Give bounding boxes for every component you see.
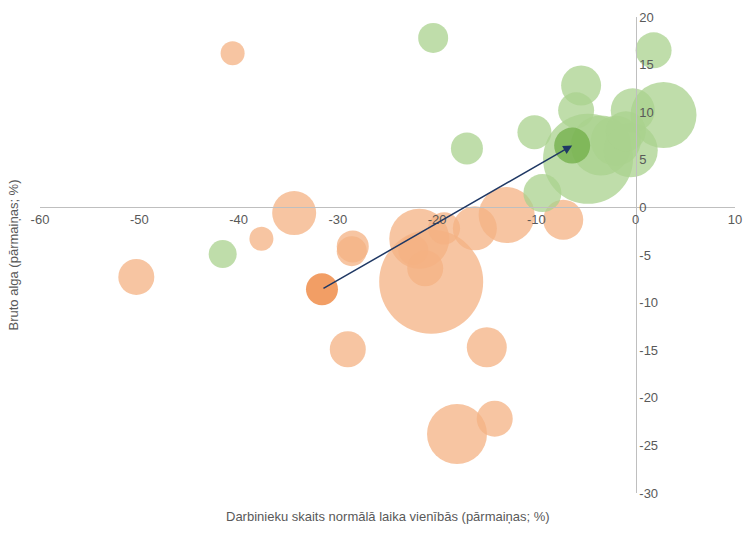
svg-text:10: 10 <box>728 212 742 227</box>
svg-text:-10: -10 <box>527 212 546 227</box>
svg-text:0: 0 <box>632 212 639 227</box>
svg-text:-25: -25 <box>639 438 658 453</box>
svg-text:20: 20 <box>639 10 653 25</box>
svg-text:-50: -50 <box>130 212 149 227</box>
svg-text:-5: -5 <box>639 248 651 263</box>
svg-text:-40: -40 <box>229 212 248 227</box>
svg-text:-10: -10 <box>639 295 658 310</box>
svg-text:Darbinieku skaits normālā laik: Darbinieku skaits normālā laika vienībās… <box>226 509 550 524</box>
svg-text:5: 5 <box>639 152 646 167</box>
svg-text:-30: -30 <box>639 486 658 501</box>
svg-text:-60: -60 <box>31 212 50 227</box>
svg-text:-15: -15 <box>639 343 658 358</box>
svg-text:15: 15 <box>639 57 653 72</box>
svg-text:-20: -20 <box>639 390 658 405</box>
svg-text:-30: -30 <box>328 212 347 227</box>
svg-text:Bruto alga (pārmaiņas; %): Bruto alga (pārmaiņas; %) <box>6 179 21 330</box>
svg-text:-20: -20 <box>428 212 447 227</box>
svg-text:0: 0 <box>639 200 646 215</box>
svg-text:10: 10 <box>639 105 653 120</box>
